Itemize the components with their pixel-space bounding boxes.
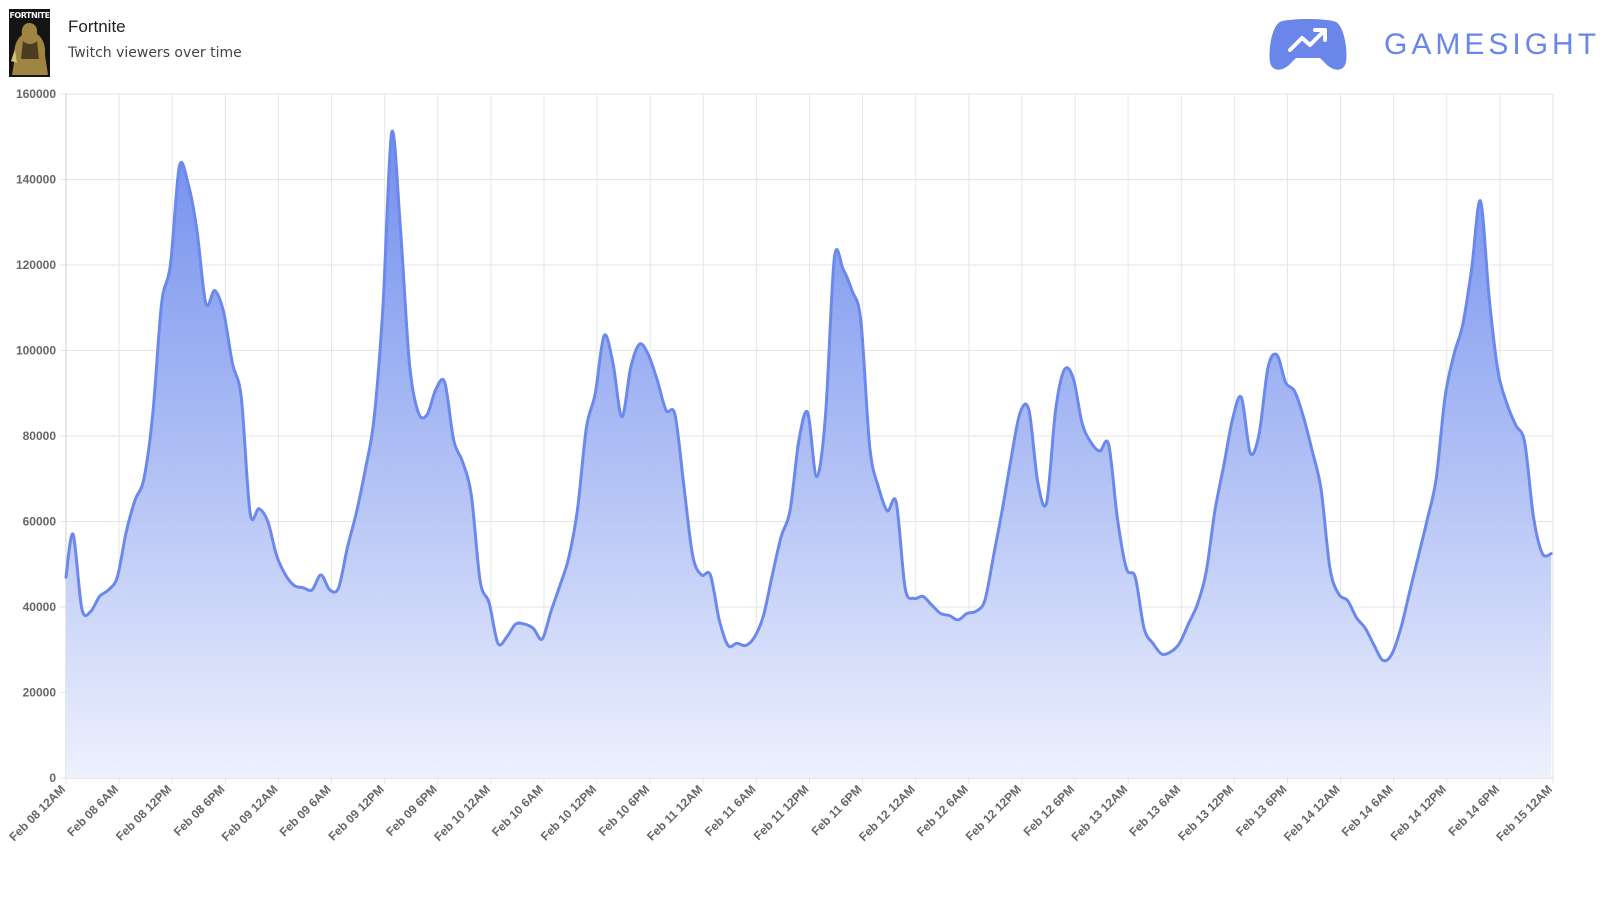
x-tick-label: Feb 12 6AM — [914, 782, 971, 839]
game-thumbnail[interactable]: FORTNITE — [9, 9, 50, 77]
x-tick-label: Feb 14 6PM — [1445, 782, 1502, 839]
y-tick-label: 120000 — [16, 258, 56, 272]
x-tick-label: Feb 15 12AM — [1493, 782, 1555, 844]
character-silhouette-icon — [11, 23, 48, 75]
y-axis: 0 20000 40000 60000 80000 100000 120000 140000 1… — [16, 88, 67, 785]
chart-subtitle: Twitch viewers over time — [68, 45, 242, 61]
x-tick-label: Feb 10 12PM — [538, 782, 599, 843]
x-tick-label: Feb 14 6AM — [1339, 782, 1396, 839]
x-tick-label: Feb 12 6PM — [1021, 782, 1078, 839]
x-tick-label: Feb 10 12AM — [431, 782, 493, 844]
x-tick-label: Feb 09 12AM — [219, 782, 281, 844]
x-tick-label: Feb 13 12AM — [1068, 782, 1130, 844]
x-tick-label: Feb 08 12PM — [113, 782, 174, 843]
series-line — [64, 129, 1553, 663]
x-tick-label: Feb 14 12PM — [1388, 782, 1449, 843]
x-tick-label: Feb 10 6PM — [596, 782, 653, 839]
y-tick-label: 160000 — [16, 88, 56, 101]
x-tick-label: Feb 14 12AM — [1281, 782, 1343, 844]
x-tick-label: Feb 11 6AM — [702, 782, 759, 839]
x-tick-label: Feb 09 6AM — [277, 782, 334, 839]
y-tick-label: 0 — [49, 771, 56, 785]
x-tick-label: Feb 10 6AM — [489, 782, 546, 839]
x-tick-label: Feb 12 12PM — [963, 782, 1024, 843]
brand-name: GAMESIGHT — [1384, 28, 1600, 61]
y-tick-label: 140000 — [16, 173, 56, 187]
y-tick-label: 40000 — [23, 600, 57, 614]
x-tick-label: Feb 11 12AM — [644, 782, 705, 843]
x-tick-label: Feb 13 6PM — [1233, 782, 1290, 839]
x-tick-label: Feb 08 6AM — [64, 782, 121, 839]
x-tick-label: Feb 11 6PM — [809, 782, 865, 838]
x-tick-label: Feb 09 6PM — [383, 782, 440, 839]
y-tick-label: 100000 — [16, 344, 56, 358]
x-tick-label: Feb 08 6PM — [171, 782, 228, 839]
x-tick-label: Feb 09 12PM — [325, 782, 386, 843]
viewers-area-chart: 0 20000 40000 60000 80000 100000 120000 140000 1… — [6, 88, 1555, 844]
series-area — [66, 131, 1552, 779]
y-tick-label: 20000 — [23, 686, 57, 700]
x-tick-label: Feb 11 12PM — [751, 782, 812, 843]
x-tick-label: Feb 13 6AM — [1126, 782, 1183, 839]
x-tick-label: Feb 12 12AM — [856, 782, 918, 844]
x-tick-label: Feb 13 12PM — [1175, 782, 1236, 843]
gamepad-trend-icon — [1269, 19, 1347, 70]
header: FORTNITE Fortnite Twitch viewers over ti… — [0, 0, 1600, 88]
game-title: Fortnite — [68, 17, 126, 36]
x-tick-label: Feb 08 12AM — [6, 782, 68, 844]
y-tick-label: 60000 — [23, 515, 57, 529]
y-tick-label: 80000 — [23, 429, 57, 443]
thumbnail-logo-text: FORTNITE — [9, 11, 50, 20]
